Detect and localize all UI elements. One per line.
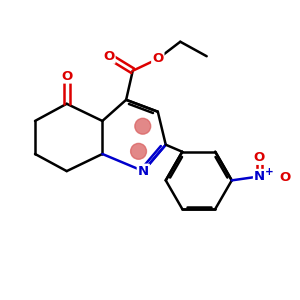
Text: ⁻: ⁻ [299, 168, 300, 178]
Text: N: N [254, 170, 265, 183]
Text: +: + [265, 167, 274, 177]
Circle shape [135, 118, 151, 134]
Text: O: O [152, 52, 164, 65]
Circle shape [130, 143, 146, 159]
Text: O: O [254, 151, 265, 164]
Text: O: O [279, 171, 290, 184]
Text: N: N [138, 165, 149, 178]
Text: O: O [61, 70, 72, 83]
Text: O: O [103, 50, 115, 63]
